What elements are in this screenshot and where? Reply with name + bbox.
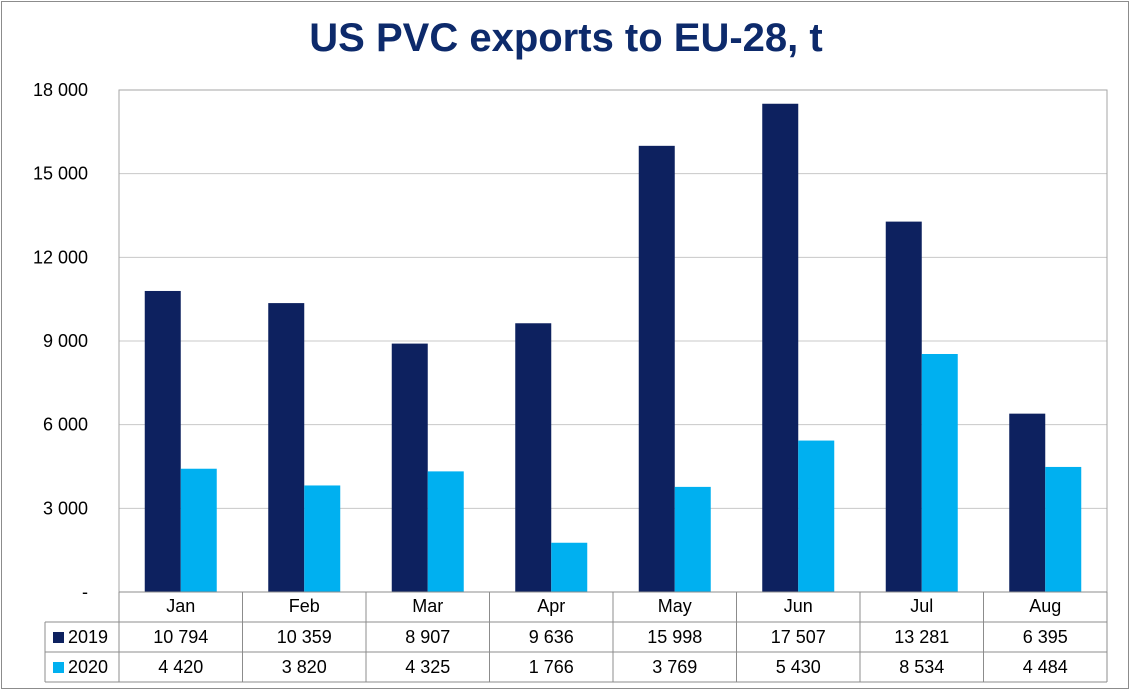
legend-key-2019 [53, 632, 64, 643]
table-cell-2019-aug: 6 395 [1023, 627, 1068, 647]
x-category-label: Jan [166, 596, 195, 616]
bar-2020-jan [180, 468, 217, 592]
table-cell-2019-jul: 13 281 [894, 627, 949, 647]
y-tick-label: 18 000 [33, 80, 88, 100]
bar-2019-apr [515, 323, 552, 592]
x-category-label: Apr [537, 596, 565, 616]
bar-2019-jul [885, 221, 922, 592]
table-cell-2020-aug: 4 484 [1023, 657, 1068, 677]
bar-2019-may [638, 145, 675, 592]
bar-2020-may [674, 486, 711, 592]
table-cell-2020-jul: 8 534 [899, 657, 944, 677]
bar-2019-mar [391, 343, 428, 592]
y-tick-label: 3 000 [43, 498, 88, 518]
table-cell-2020-mar: 4 325 [405, 657, 450, 677]
bar-2019-aug [1009, 413, 1046, 592]
x-category-label: Feb [289, 596, 320, 616]
legend-label-2019: 2019 [68, 627, 108, 647]
bar-2020-aug [1045, 466, 1082, 592]
bar-2019-jan [144, 290, 181, 592]
table-cell-2019-may: 15 998 [647, 627, 702, 647]
x-category-label: Mar [412, 596, 443, 616]
y-tick-label: 15 000 [33, 164, 88, 184]
x-category-label: Jul [910, 596, 933, 616]
table-cell-2019-jan: 10 794 [153, 627, 208, 647]
x-category-label: Aug [1029, 596, 1061, 616]
bar-2019-feb [268, 303, 305, 592]
table-cell-2020-jan: 4 420 [158, 657, 203, 677]
bar-2020-feb [304, 485, 341, 592]
table-cell-2020-may: 3 769 [652, 657, 697, 677]
table-cell-2020-jun: 5 430 [776, 657, 821, 677]
table-cell-2019-mar: 8 907 [405, 627, 450, 647]
x-category-label: Jun [784, 596, 813, 616]
table-cell-2020-apr: 1 766 [529, 657, 574, 677]
x-category-label: May [658, 596, 692, 616]
y-tick-label: 12 000 [33, 247, 88, 267]
bar-2020-apr [551, 542, 588, 592]
table-cell-2019-apr: 9 636 [529, 627, 574, 647]
table-cell-2019-feb: 10 359 [277, 627, 332, 647]
bar-2020-mar [427, 471, 464, 592]
legend-key-2020 [53, 662, 64, 673]
bar-2019-jun [762, 103, 799, 593]
table-cell-2020-feb: 3 820 [282, 657, 327, 677]
bar-2020-jun [798, 440, 835, 592]
y-tick-label: - [82, 582, 88, 602]
bar-2020-jul [921, 353, 958, 592]
legend-label-2020: 2020 [68, 657, 108, 677]
table-cell-2019-jun: 17 507 [771, 627, 826, 647]
chart-title: US PVC exports to EU-28, t [309, 16, 823, 60]
y-tick-label: 9 000 [43, 331, 88, 351]
y-tick-label: 6 000 [43, 415, 88, 435]
